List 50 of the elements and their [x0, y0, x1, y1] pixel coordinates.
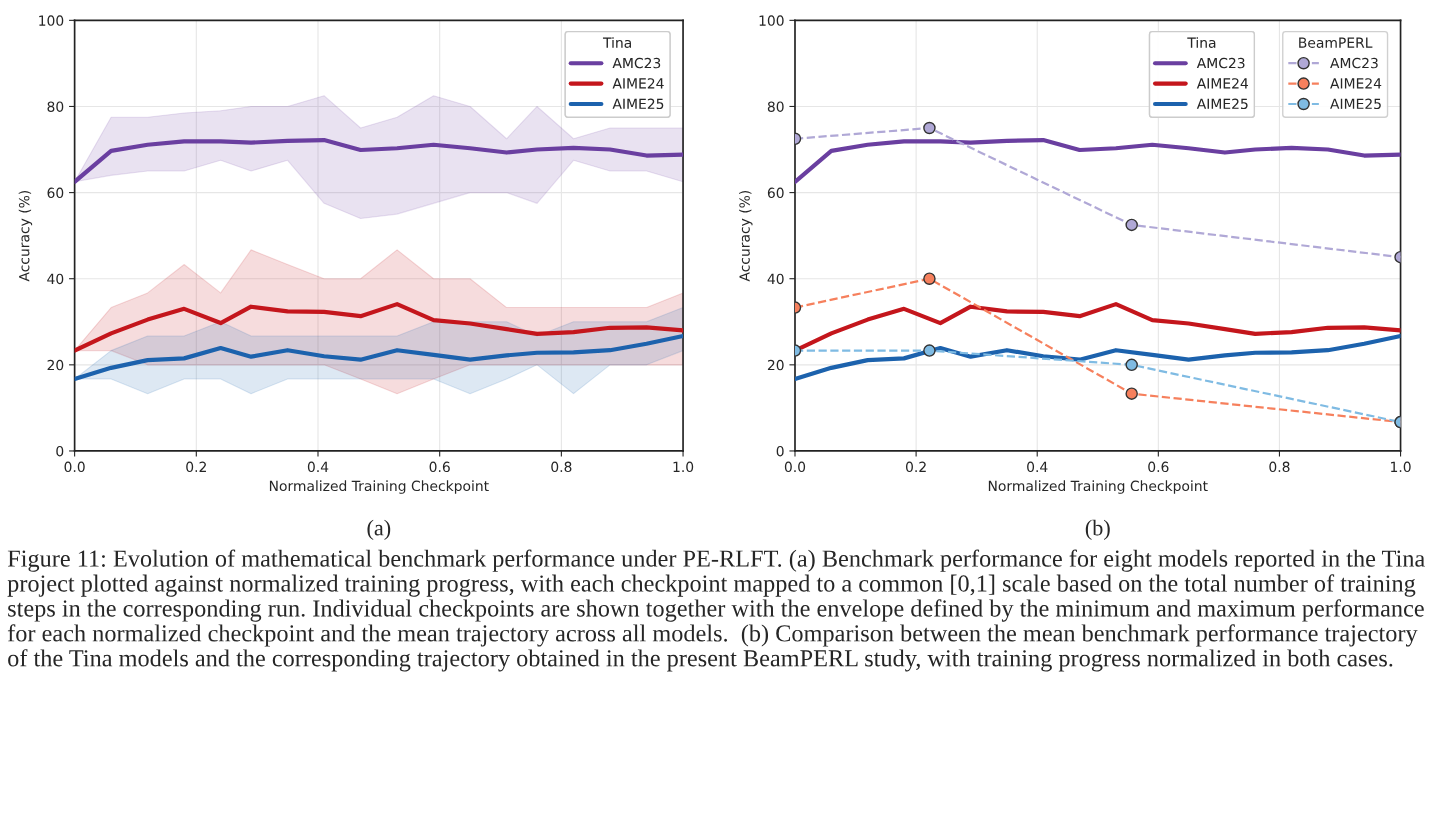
x-axis-title: Normalized Training Checkpoint: [269, 480, 489, 494]
y-tick-label: 60: [767, 187, 784, 199]
y-axis-title: Accuracy (%): [18, 190, 33, 282]
x-tick-label: 0.4: [1027, 461, 1048, 473]
y-tick-label: 60: [47, 187, 64, 199]
y-tick-label: 20: [767, 359, 784, 371]
line-series: [74, 333, 684, 382]
y-tick-label: 20: [47, 359, 64, 371]
text: (b): [1085, 519, 1110, 541]
x-tick-label: 0.0: [784, 461, 806, 473]
text: BeamPERL: [1299, 37, 1373, 48]
legend-label: AMC23: [1330, 57, 1378, 69]
point: [923, 272, 936, 285]
line-series: [794, 137, 1401, 184]
x-tick-label: 0.6: [1148, 461, 1169, 473]
legend-label: AIME24: [1196, 78, 1248, 89]
x-tick-label: 0.4: [307, 461, 329, 473]
x-tick-label: 0.2: [186, 461, 206, 473]
line-series: [794, 333, 1401, 382]
legend-label: AIME24: [612, 78, 664, 89]
y-tick-label: 40: [767, 273, 784, 285]
x-axis-title: Normalized Training Checkpoint: [988, 480, 1208, 494]
text: Tina: [602, 37, 631, 48]
x-tick-label: 0.2: [905, 461, 926, 473]
y-tick-label: 0: [56, 445, 64, 457]
y-tick-label: 100: [39, 15, 64, 26]
line-series: [74, 137, 684, 184]
x-tick-label: 0.0: [64, 461, 85, 473]
legend-label: AMC23: [1196, 57, 1245, 69]
x-tick-label: 0.8: [551, 461, 572, 473]
legend-label: AIME24: [1330, 78, 1382, 89]
x-tick-label: 1.0: [1391, 461, 1411, 473]
legend-label: AMC23: [612, 57, 661, 69]
point: [1125, 387, 1138, 400]
y-tick-label: 80: [767, 101, 784, 112]
caption: Figure 11: Evolution of mathematical benchmark performance under PE-RLFT. (a) Benchmark performance for eight models reported in the Tina project plotted against normalized training progress, with each checkpoint mapped to a common [0,1] scale based on the total number of training steps in the corresponding run. Individual checkpoints are shown together with the envelope defined by the minimum and maximum performance for each normalized checkpoint and the mean trajectory across all models. (b) Comparison between the mean benchmark performance trajectory of the Tina models and the corresponding trajectory obtained in the present BeamPERL study, with training progress normalized in both cases.: [7, 549, 1425, 672]
legend-label: AIME25: [1330, 98, 1381, 110]
y-tick-label: 40: [47, 273, 64, 285]
text: (a): [367, 519, 391, 541]
y-tick-label: 100: [759, 15, 784, 26]
legend-label: AIME25: [1196, 98, 1248, 110]
y-tick-label: 80: [47, 101, 64, 112]
y-tick-label: 0: [776, 445, 784, 457]
x-tick-label: 0.6: [429, 461, 450, 473]
y-axis-title: Accuracy (%): [739, 190, 753, 282]
legend-label: AIME25: [612, 98, 664, 110]
x-tick-label: 1.0: [673, 461, 694, 473]
x-tick-label: 0.8: [1269, 461, 1290, 473]
text: Tina: [1187, 37, 1216, 48]
line-series: [74, 302, 684, 353]
